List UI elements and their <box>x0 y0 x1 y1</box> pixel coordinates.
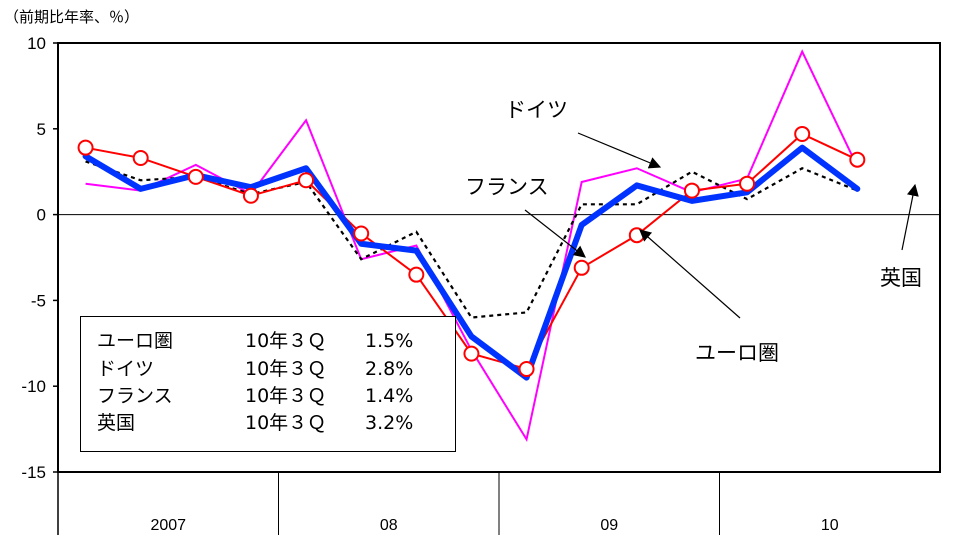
uk-marker <box>353 225 370 242</box>
uk-marker <box>132 149 149 166</box>
uk-marker <box>573 259 590 276</box>
uk-marker <box>463 345 480 362</box>
summary-name: ドイツ <box>97 358 155 380</box>
uk-marker <box>242 187 259 204</box>
uk-marker <box>187 168 204 185</box>
y-tick-label: -10 <box>21 377 46 396</box>
summary-period: 10年３Ｑ <box>245 358 327 380</box>
summary-name: フランス <box>97 385 173 407</box>
annotation-arrow <box>639 229 741 319</box>
summary-table: ユーロ圏 10年３Ｑ 1.5% ドイツ 10年３Ｑ 2.8% フランス 10年３… <box>80 316 456 452</box>
y-tick-label: -15 <box>21 463 46 482</box>
annotation-arrow <box>577 132 662 169</box>
uk-marker <box>794 125 811 142</box>
summary-period: 10年３Ｑ <box>245 385 327 407</box>
x-group-label: 10 <box>821 517 839 534</box>
series-line-eurozone <box>82 144 861 381</box>
summary-period: 10年３Ｑ <box>245 330 327 352</box>
uk-marker <box>518 361 535 378</box>
annotation-label: ユーロ圏 <box>695 341 779 365</box>
x-group-label: 08 <box>380 517 398 534</box>
annotation-arrow <box>524 209 586 258</box>
uk-marker <box>683 182 700 199</box>
summary-value: 1.4% <box>365 385 414 407</box>
summary-period: 10年３Ｑ <box>245 412 327 434</box>
x-group-label: 09 <box>600 517 618 534</box>
summary-value: 1.5% <box>365 330 414 352</box>
unit-label: （前期比年率、％） <box>4 8 140 26</box>
summary-value: 3.2% <box>365 412 414 434</box>
summary-name: 英国 <box>97 412 136 434</box>
y-tick-label: 0 <box>37 206 46 225</box>
summary-value: 2.8% <box>365 358 414 380</box>
uk-marker <box>849 151 866 168</box>
y-tick-label: 5 <box>37 120 46 139</box>
y-tick-label: -5 <box>31 291 46 310</box>
uk-marker <box>739 175 756 192</box>
uk-marker <box>408 266 425 283</box>
uk-marker <box>298 172 315 189</box>
y-tick-label: 10 <box>27 34 46 53</box>
x-group-label: 2007 <box>150 517 186 534</box>
annotation-label: フランス <box>465 175 549 199</box>
uk-marker <box>628 227 645 244</box>
summary-name: ユーロ圏 <box>97 330 174 352</box>
annotation-label: ドイツ <box>505 98 568 122</box>
uk-marker <box>77 139 94 156</box>
annotation-label: 英国 <box>880 266 922 290</box>
annotation-arrow <box>901 183 919 251</box>
